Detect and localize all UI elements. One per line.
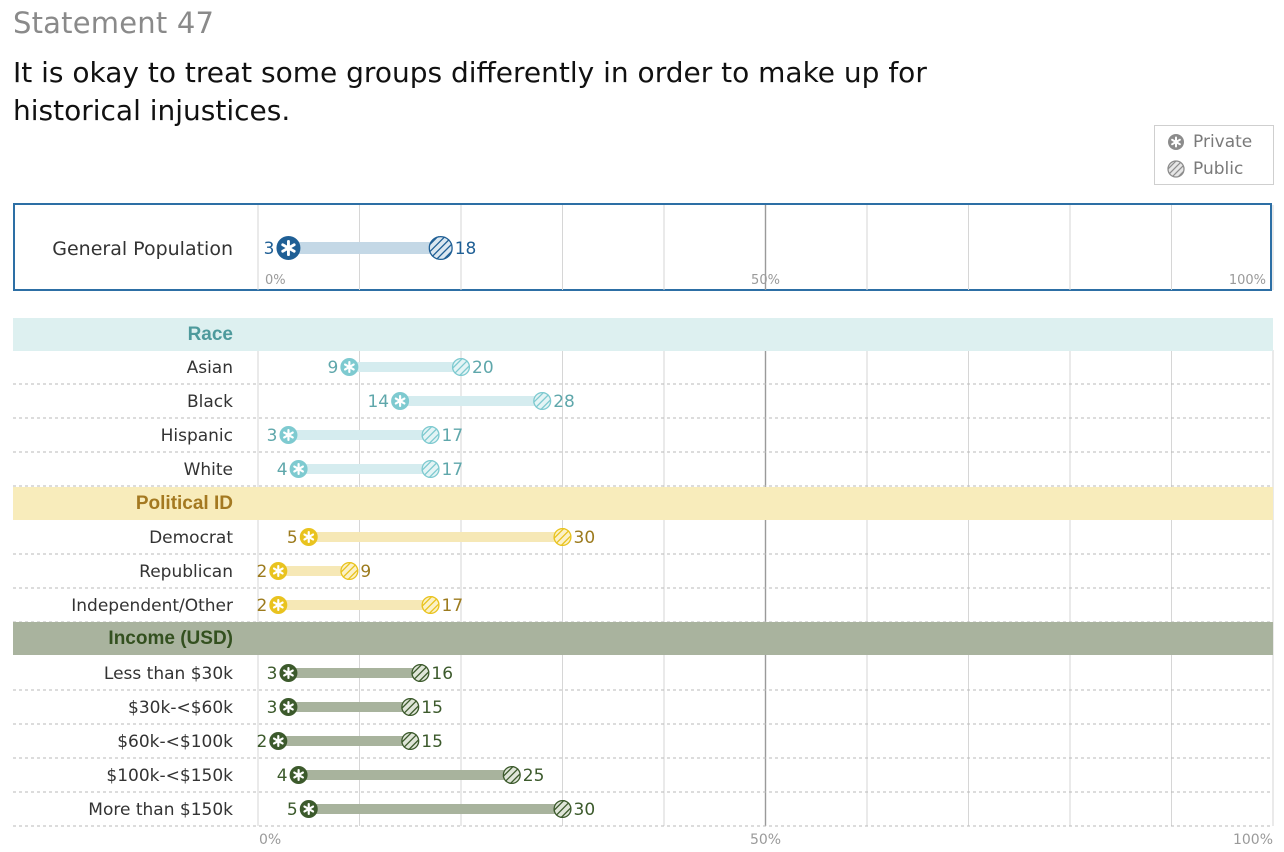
statement-number: Statement 47 <box>13 6 215 40</box>
range-bar <box>308 532 563 542</box>
private-value-label: 2 <box>256 732 267 752</box>
private-value-label: 9 <box>328 358 339 378</box>
private-marker <box>279 698 298 716</box>
dumbbell-row: 4 25 <box>277 765 545 786</box>
general-tick-label: 0% <box>265 273 286 288</box>
row-label: White <box>184 460 233 480</box>
row-label: $100k-<$150k <box>106 766 233 786</box>
dumbbell-row: 5 30 <box>287 527 596 548</box>
range-bar <box>278 566 350 576</box>
private-value-label: 14 <box>367 392 389 412</box>
range-bar <box>288 242 441 254</box>
dumbbell-row: 2 15 <box>256 731 443 752</box>
private-value-label: 4 <box>277 766 288 786</box>
private-marker <box>269 562 288 580</box>
public-value-label: 17 <box>442 426 464 446</box>
row-label: Independent/Other <box>71 596 233 616</box>
range-bar <box>349 362 461 372</box>
public-value-label: 20 <box>472 358 494 378</box>
public-value-label: 15 <box>421 732 443 752</box>
group-title-race: Race <box>188 324 233 345</box>
dumbbell-row: 4 17 <box>277 459 464 480</box>
axis-tick-label: 50% <box>750 832 781 848</box>
private-marker <box>269 596 288 614</box>
group-band-income <box>13 622 1273 655</box>
legend-private: Private <box>1167 130 1252 154</box>
private-marker <box>279 426 298 444</box>
public-value-label: 30 <box>574 528 596 548</box>
dumbbell-row: 14 28 <box>367 391 575 412</box>
row-label: $30k-<$60k <box>128 698 233 718</box>
private-value-label: 2 <box>256 596 267 616</box>
row-label: Less than $30k <box>104 664 233 684</box>
row-label: Republican <box>139 562 233 582</box>
legend-public-label: Public <box>1193 159 1244 179</box>
private-value-label: 3 <box>264 239 275 259</box>
private-marker <box>289 766 308 784</box>
row-label: Asian <box>187 358 233 378</box>
range-bar <box>278 736 411 746</box>
axis-tick-label: 100% <box>1233 832 1273 848</box>
private-marker <box>340 358 359 376</box>
private-value-label: 3 <box>267 664 278 684</box>
row-label: $60k-<$100k <box>117 732 233 752</box>
row-label: Black <box>187 392 233 412</box>
private-marker <box>289 460 308 478</box>
general-population-panel <box>13 203 1272 291</box>
public-value-label: 9 <box>360 562 371 582</box>
private-marker <box>299 528 318 546</box>
private-marker <box>269 732 288 750</box>
public-value-label: 17 <box>442 596 464 616</box>
public-value-label: 15 <box>421 698 443 718</box>
dumbbell-row: 3 18 <box>264 235 477 261</box>
general-tick-label: 100% <box>1229 273 1266 288</box>
statement-question: It is okay to treat some groups differen… <box>13 56 927 127</box>
private-value-label: 4 <box>277 460 288 480</box>
axis-tick-label: 0% <box>259 832 281 848</box>
row-label: More than $150k <box>88 800 233 820</box>
range-bar <box>298 770 512 780</box>
general-tick-label: 50% <box>751 273 780 288</box>
general-population-label: General Population <box>52 238 233 260</box>
private-value-label: 5 <box>287 800 298 820</box>
private-marker <box>299 800 318 818</box>
private-marker <box>279 664 298 682</box>
private-value-label: 3 <box>267 698 278 718</box>
group-title-political: Political ID <box>136 493 233 514</box>
public-value-label: 25 <box>523 766 545 786</box>
dumbbell-row: 3 17 <box>267 425 464 446</box>
row-label: Democrat <box>149 528 233 548</box>
public-value-label: 17 <box>442 460 464 480</box>
public-value-label: 30 <box>574 800 596 820</box>
range-bar <box>400 396 543 406</box>
private-value-label: 5 <box>287 528 298 548</box>
dumbbell-row: 5 30 <box>287 799 596 820</box>
group-band-race <box>13 318 1273 351</box>
legend: Private Public <box>1154 125 1274 185</box>
hatched-circle-icon <box>1167 160 1185 178</box>
range-bar <box>308 804 563 814</box>
private-value-label: 3 <box>267 426 278 446</box>
legend-private-label: Private <box>1193 132 1253 152</box>
range-bar <box>278 600 431 610</box>
legend-public: Public <box>1167 157 1243 181</box>
range-bar <box>288 702 411 712</box>
public-value-label: 16 <box>431 664 453 684</box>
private-marker <box>391 392 410 410</box>
private-marker <box>276 236 301 260</box>
range-bar <box>288 668 421 678</box>
dumbbell-row: 3 15 <box>267 697 443 718</box>
group-title-income: Income (USD) <box>108 628 233 649</box>
private-value-label: 2 <box>256 562 267 582</box>
row-label: Hispanic <box>161 426 233 446</box>
dumbbell-row: 9 20 <box>328 357 494 378</box>
group-band-political <box>13 487 1273 520</box>
asterisk-circle-icon <box>1168 134 1184 150</box>
public-value-label: 18 <box>455 239 477 259</box>
range-bar <box>288 430 431 440</box>
range-bar <box>298 464 431 474</box>
public-value-label: 28 <box>553 392 575 412</box>
